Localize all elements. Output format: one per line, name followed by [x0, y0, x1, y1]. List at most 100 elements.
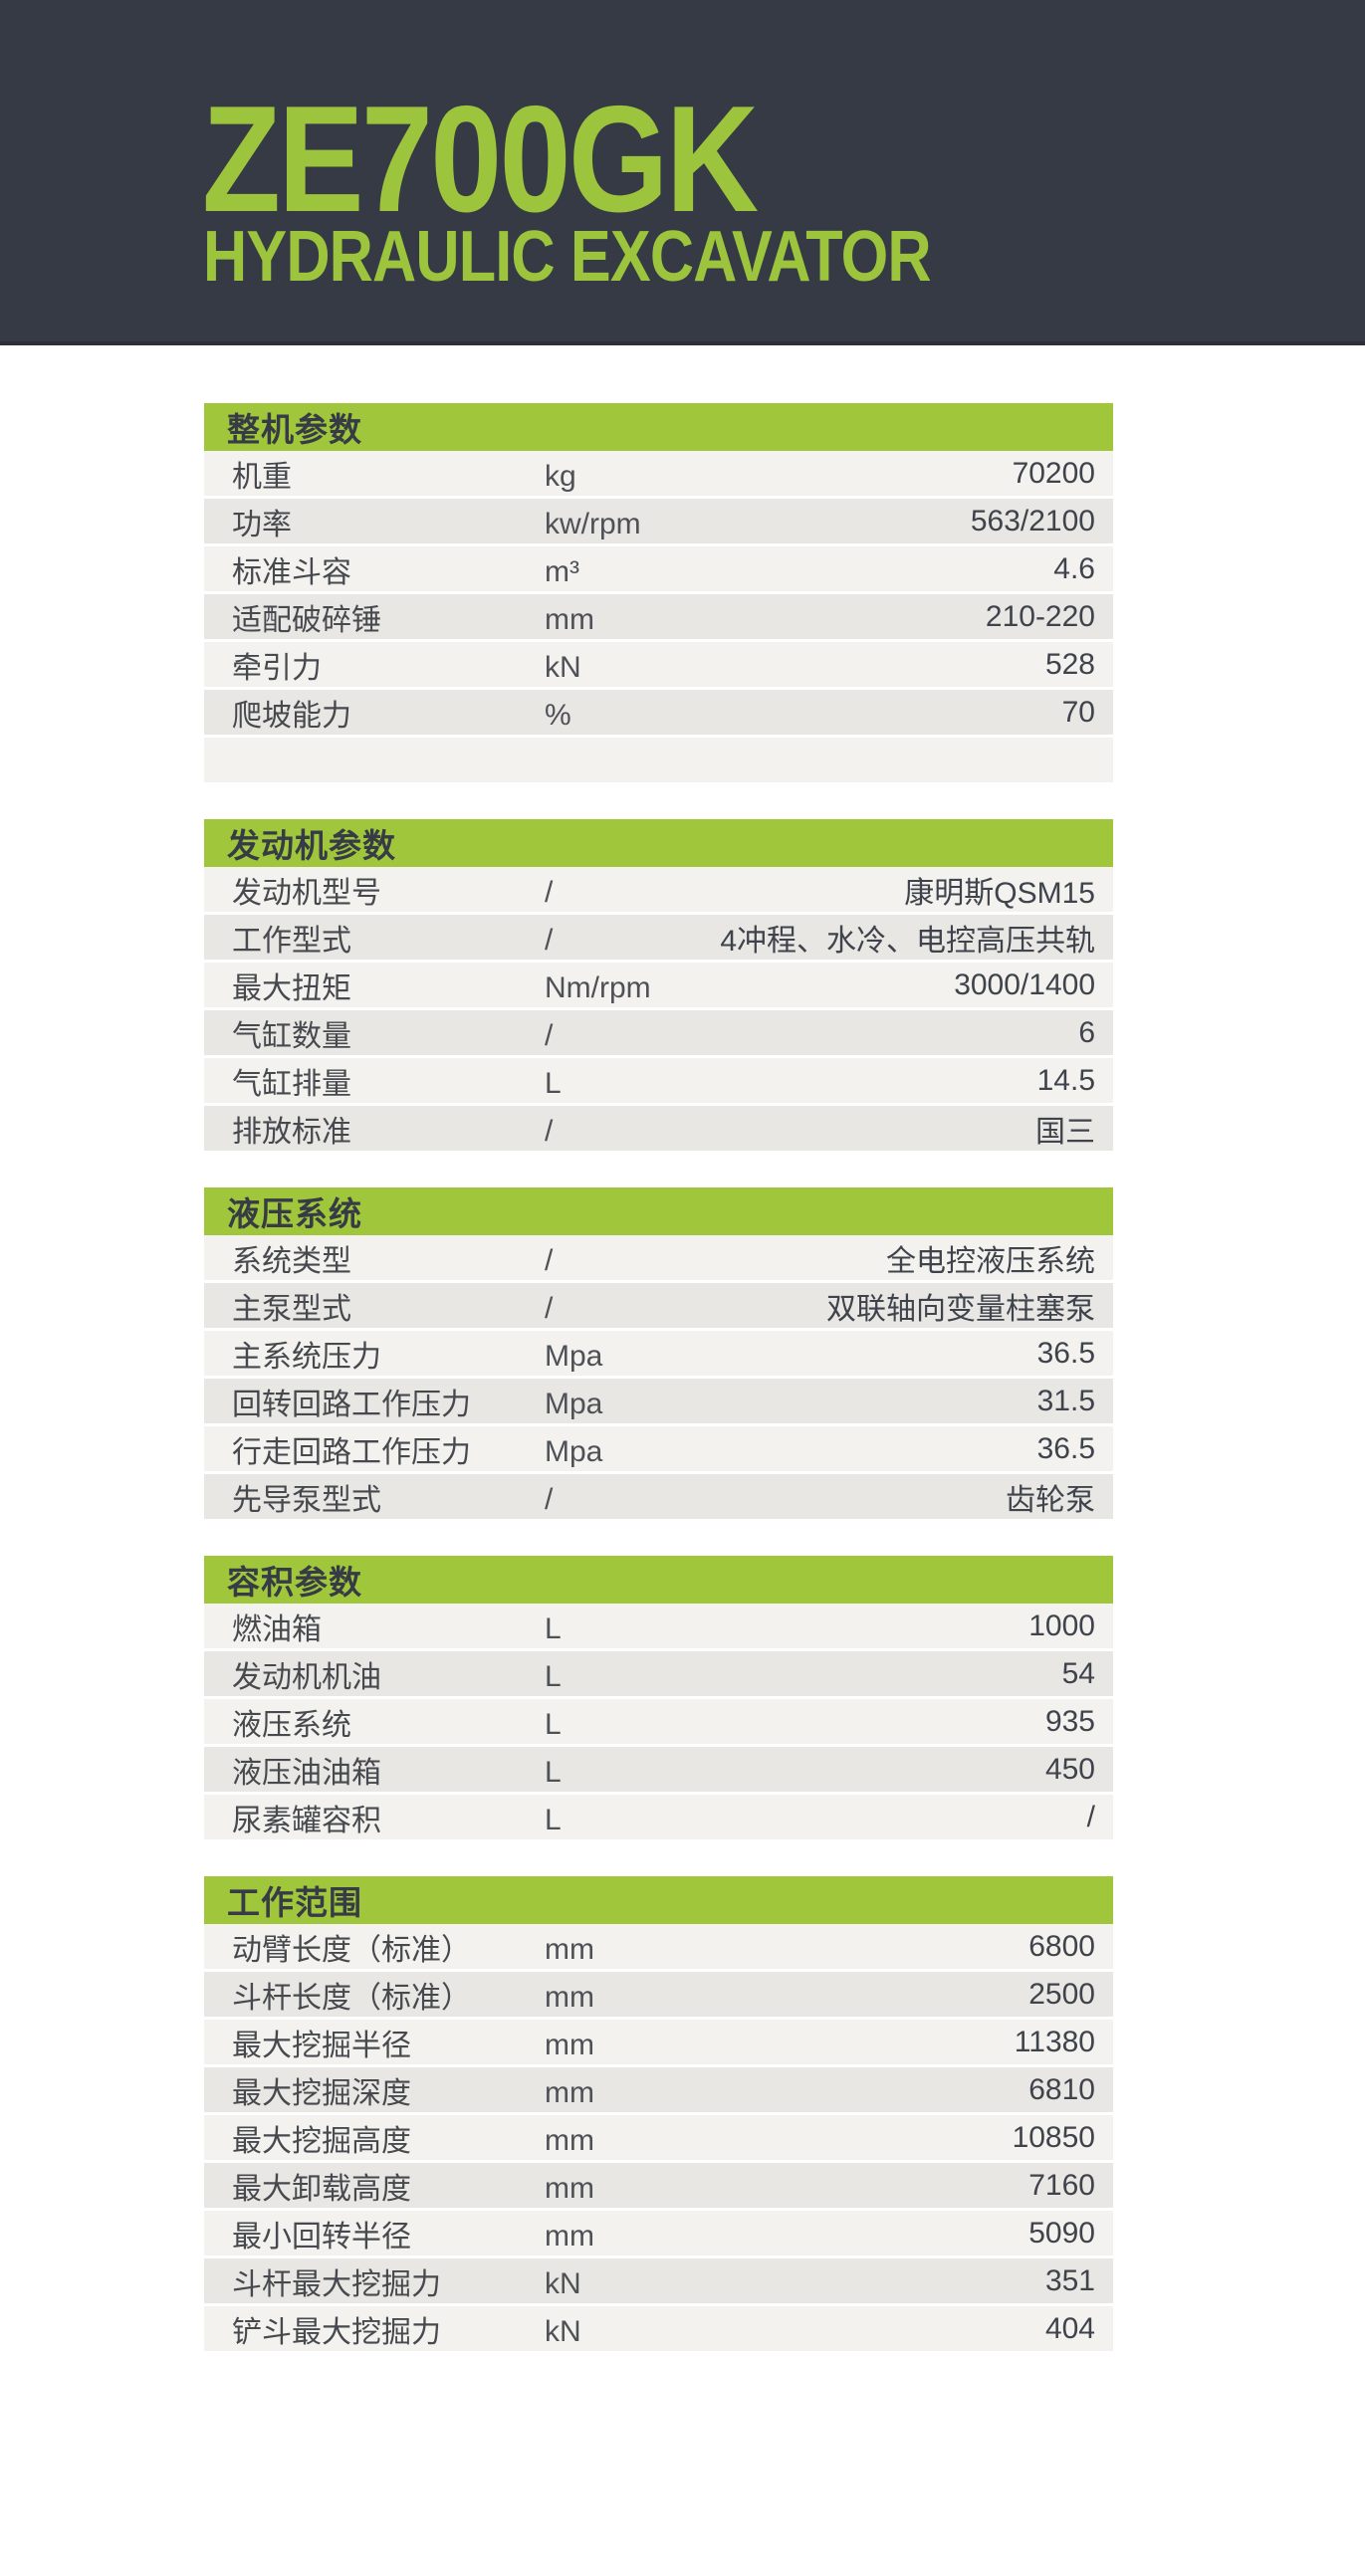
spec-unit: /: [545, 1114, 554, 1148]
spec-label: 爬坡能力: [232, 699, 351, 733]
spec-section: 容积参数 燃油箱 L 1000 发动机机油 L 54 液压系统 L 935 液压油油箱 L 450 尿素罐…: [204, 1556, 1113, 1839]
spec-label: 最大扭矩: [232, 971, 351, 1005]
section-header-bar: 发动机参数: [204, 819, 1113, 867]
section-rows: 发动机型号 / 康明斯QSM15 工作型式 / 4冲程、水冷、电控高压共轨 最大扭矩 Nm/r…: [204, 867, 1113, 1151]
spec-value: 康明斯QSM15: [904, 876, 1095, 910]
table-row: 燃油箱 L 1000: [204, 1604, 1113, 1648]
table-row: 气缸排量 L 14.5: [204, 1058, 1113, 1103]
table-row: 发动机型号 / 康明斯QSM15: [204, 867, 1113, 912]
spec-value: 3000/1400: [954, 967, 1095, 1001]
table-row: 发动机机油 L 54: [204, 1651, 1113, 1696]
spec-label: 液压油油箱: [232, 1756, 381, 1790]
spec-value: 1000: [1028, 1609, 1095, 1642]
section-rows: 系统类型 / 全电控液压系统 主泵型式 / 双联轴向变量柱塞泵 主系统压力 Mpa 36.5 回转…: [204, 1235, 1113, 1519]
spec-unit: mm: [545, 602, 594, 636]
spec-unit: Mpa: [545, 1434, 603, 1468]
spec-section: 液压系统 系统类型 / 全电控液压系统 主泵型式 / 双联轴向变量柱塞泵 主系统压力 Mpa 36…: [204, 1187, 1113, 1519]
spec-unit: mm: [545, 2028, 594, 2061]
sections-root: 整机参数 机重 kg 70200 功率 kw/rpm 563/2100 标准斗容 m³ 4.6 适配…: [204, 403, 1113, 2351]
spec-label: 铲斗最大挖掘力: [232, 2315, 441, 2349]
spec-section: 发动机参数 发动机型号 / 康明斯QSM15 工作型式 / 4冲程、水冷、电控高压共轨 最大扭…: [204, 819, 1113, 1151]
spec-label: 斗杆长度（标准）: [232, 1981, 471, 2015]
section-header-bar: 液压系统: [204, 1187, 1113, 1235]
spec-label: 工作型式: [232, 924, 351, 958]
spec-unit: mm: [545, 2219, 594, 2253]
spec-unit: kg: [545, 459, 576, 493]
spec-unit: L: [545, 1707, 562, 1741]
spec-value: 5090: [1028, 2216, 1095, 2250]
spec-section: 工作范围 动臂长度（标准） mm 6800 斗杆长度（标准） mm 2500 最大挖掘半径 mm…: [204, 1876, 1113, 2351]
table-row: 最小回转半径 mm 5090: [204, 2211, 1113, 2255]
spec-label: 机重: [232, 460, 292, 494]
table-row: 主泵型式 / 双联轴向变量柱塞泵: [204, 1283, 1113, 1328]
table-row: 主系统压力 Mpa 36.5: [204, 1331, 1113, 1376]
section-rows: 燃油箱 L 1000 发动机机油 L 54 液压系统 L 935 液压油油箱 L 450 尿素罐容积 L /: [204, 1604, 1113, 1839]
product-model-title: ZE700GK: [202, 75, 759, 244]
table-row: 动臂长度（标准） mm 6800: [204, 1924, 1113, 1969]
table-row: 系统类型 / 全电控液压系统: [204, 1235, 1113, 1280]
spec-label: 排放标准: [232, 1115, 351, 1149]
section-title: 整机参数: [227, 411, 362, 448]
spec-value: 10850: [1012, 2120, 1095, 2154]
table-row: 适配破碎锤 mm 210-220: [204, 594, 1113, 639]
spec-unit: mm: [545, 1932, 594, 1966]
spec-unit: mm: [545, 2075, 594, 2109]
spec-label: 最小回转半径: [232, 2220, 411, 2254]
spec-unit: Mpa: [545, 1339, 603, 1373]
spec-value: 国三: [1035, 1115, 1095, 1149]
table-row: 最大扭矩 Nm/rpm 3000/1400: [204, 963, 1113, 1007]
spec-label: 气缸排量: [232, 1067, 351, 1101]
spec-unit: kN: [545, 2266, 581, 2300]
spec-value: 14.5: [1036, 1063, 1095, 1097]
spec-value: 563/2100: [970, 504, 1095, 537]
spec-label: 系统类型: [232, 1244, 351, 1278]
table-row: 尿素罐容积 L /: [204, 1795, 1113, 1839]
spec-label: 最大挖掘半径: [232, 2029, 411, 2062]
spec-value: 11380: [1014, 2025, 1095, 2058]
section-title: 容积参数: [227, 1564, 362, 1601]
spec-value: 2500: [1028, 1977, 1095, 2011]
spec-label: 适配破碎锤: [232, 603, 381, 637]
spec-label: 液压系统: [232, 1708, 351, 1742]
spec-value: 450: [1044, 1752, 1095, 1786]
spec-section: 整机参数 机重 kg 70200 功率 kw/rpm 563/2100 标准斗容 m³ 4.6 适配…: [204, 403, 1113, 782]
section-title: 液压系统: [227, 1195, 362, 1232]
table-row: 铲斗最大挖掘力 kN 404: [204, 2306, 1113, 2351]
spec-unit: mm: [545, 2123, 594, 2157]
spec-value: 齿轮泵: [1006, 1483, 1095, 1517]
spec-label: 先导泵型式: [232, 1483, 381, 1517]
spec-unit: L: [545, 1659, 562, 1693]
spec-unit: /: [545, 1243, 554, 1277]
spec-value: 7160: [1028, 2168, 1095, 2202]
spec-value: 351: [1044, 2263, 1095, 2297]
spec-value: 6800: [1028, 1929, 1095, 1963]
table-row: 液压油油箱 L 450: [204, 1747, 1113, 1792]
spec-label: 气缸数量: [232, 1019, 351, 1053]
table-row: [204, 738, 1113, 782]
table-row: 斗杆最大挖掘力 kN 351: [204, 2258, 1113, 2303]
spec-unit: %: [545, 698, 571, 732]
spec-unit: kw/rpm: [545, 507, 641, 540]
spec-unit: Mpa: [545, 1387, 603, 1420]
spec-value: 70: [1061, 695, 1095, 729]
spec-label: 最大挖掘高度: [232, 2124, 411, 2158]
section-title: 发动机参数: [227, 827, 396, 864]
section-rows: 机重 kg 70200 功率 kw/rpm 563/2100 标准斗容 m³ 4.6 适配破碎锤 m…: [204, 451, 1113, 782]
spec-unit: L: [545, 1611, 562, 1645]
spec-label: 最大卸载高度: [232, 2172, 411, 2206]
spec-value: /: [1086, 1800, 1095, 1833]
spec-unit: /: [545, 1482, 554, 1516]
spec-unit: kN: [545, 650, 581, 684]
spec-value: 528: [1044, 647, 1095, 681]
table-row: 排放标准 / 国三: [204, 1106, 1113, 1151]
spec-label: 燃油箱: [232, 1612, 322, 1646]
table-row: 斗杆长度（标准） mm 2500: [204, 1972, 1113, 2017]
spec-unit: mm: [545, 1980, 594, 2014]
spec-value: 4.6: [1053, 551, 1095, 585]
section-rows: 动臂长度（标准） mm 6800 斗杆长度（标准） mm 2500 最大挖掘半径 mm 1138…: [204, 1924, 1113, 2351]
spec-unit: mm: [545, 2171, 594, 2205]
table-row: 牵引力 kN 528: [204, 642, 1113, 687]
spec-unit: L: [545, 1755, 562, 1789]
spec-unit: m³: [545, 554, 579, 588]
section-header-bar: 容积参数: [204, 1556, 1113, 1604]
